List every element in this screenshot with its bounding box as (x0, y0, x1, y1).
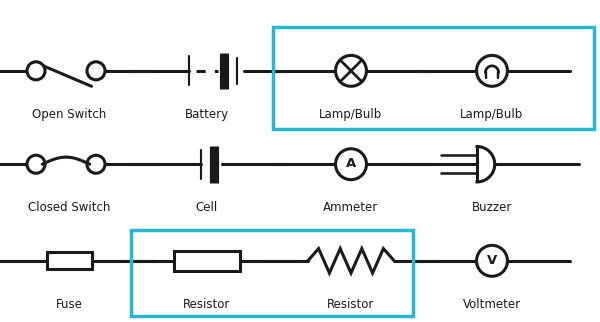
Text: Lamp/Bulb: Lamp/Bulb (460, 108, 524, 121)
Ellipse shape (87, 62, 105, 80)
Ellipse shape (335, 55, 367, 86)
FancyBboxPatch shape (47, 252, 92, 269)
Ellipse shape (335, 149, 367, 180)
Ellipse shape (27, 155, 45, 173)
Ellipse shape (476, 245, 508, 276)
Text: Open Switch: Open Switch (32, 108, 106, 121)
Text: Fuse: Fuse (56, 298, 82, 311)
Text: Resistor: Resistor (328, 298, 374, 311)
Ellipse shape (476, 55, 508, 86)
Text: Cell: Cell (196, 201, 218, 214)
FancyBboxPatch shape (174, 251, 240, 271)
Text: Closed Switch: Closed Switch (28, 201, 110, 214)
Text: Resistor: Resistor (184, 298, 230, 311)
Text: V: V (487, 253, 497, 267)
Text: Voltmeter: Voltmeter (463, 298, 521, 311)
Ellipse shape (87, 155, 105, 173)
Text: Ammeter: Ammeter (323, 201, 379, 214)
Text: Lamp/Bulb: Lamp/Bulb (319, 108, 383, 121)
Text: A: A (346, 157, 356, 170)
Text: Battery: Battery (185, 108, 229, 121)
Text: Buzzer: Buzzer (472, 201, 512, 214)
Ellipse shape (27, 62, 45, 80)
